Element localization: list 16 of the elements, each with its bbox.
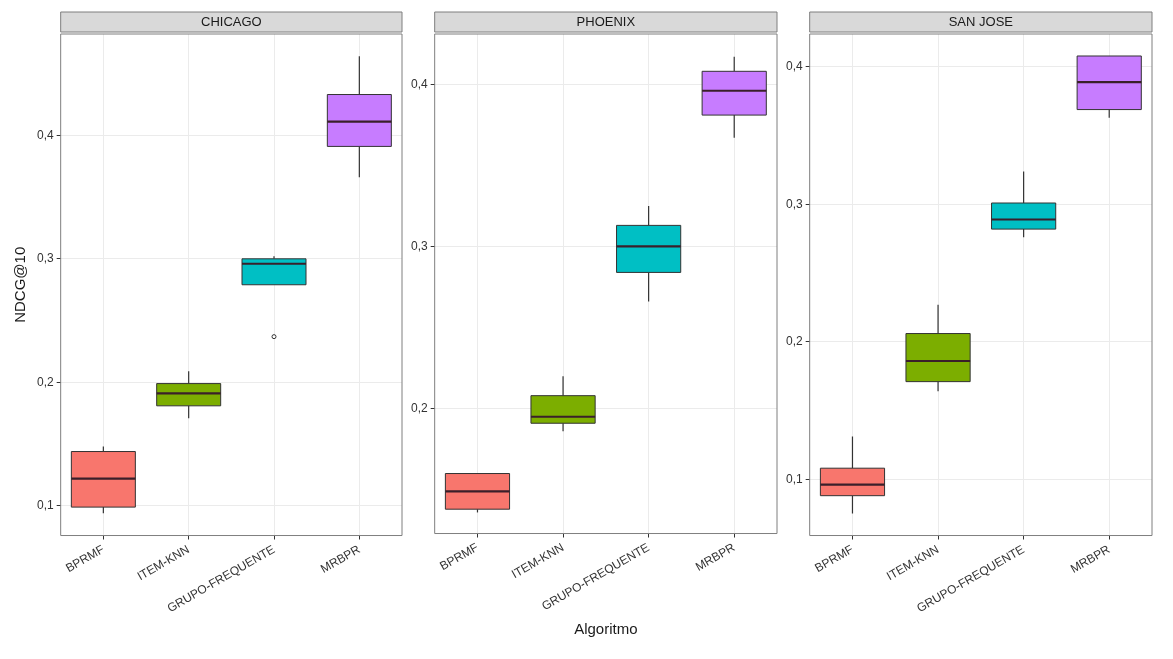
chart-title: CHICAGO (201, 13, 262, 29)
y-axis-title: NDCG@10 (11, 246, 29, 323)
x-axis-title: Algoritmo (574, 620, 638, 638)
y-tick-label: 0,3 (410, 238, 428, 253)
y-tick-label: 0,3 (36, 251, 54, 266)
y-tick-label: 0,4 (410, 76, 428, 91)
chart-title: PHOENIX (576, 13, 636, 29)
y-tick-label: 0,3 (785, 196, 803, 211)
chart-title: SAN JOSE (948, 13, 1014, 29)
y-tick-label: 0,1 (785, 471, 803, 486)
y-tick-label: 0,2 (410, 400, 428, 415)
y-tick-label: 0,2 (785, 334, 803, 349)
y-tick-label: 0,4 (36, 127, 54, 142)
y-tick-label: 0,2 (36, 374, 54, 389)
y-tick-label: 0,1 (36, 498, 54, 513)
y-tick-label: 0,4 (785, 59, 803, 74)
